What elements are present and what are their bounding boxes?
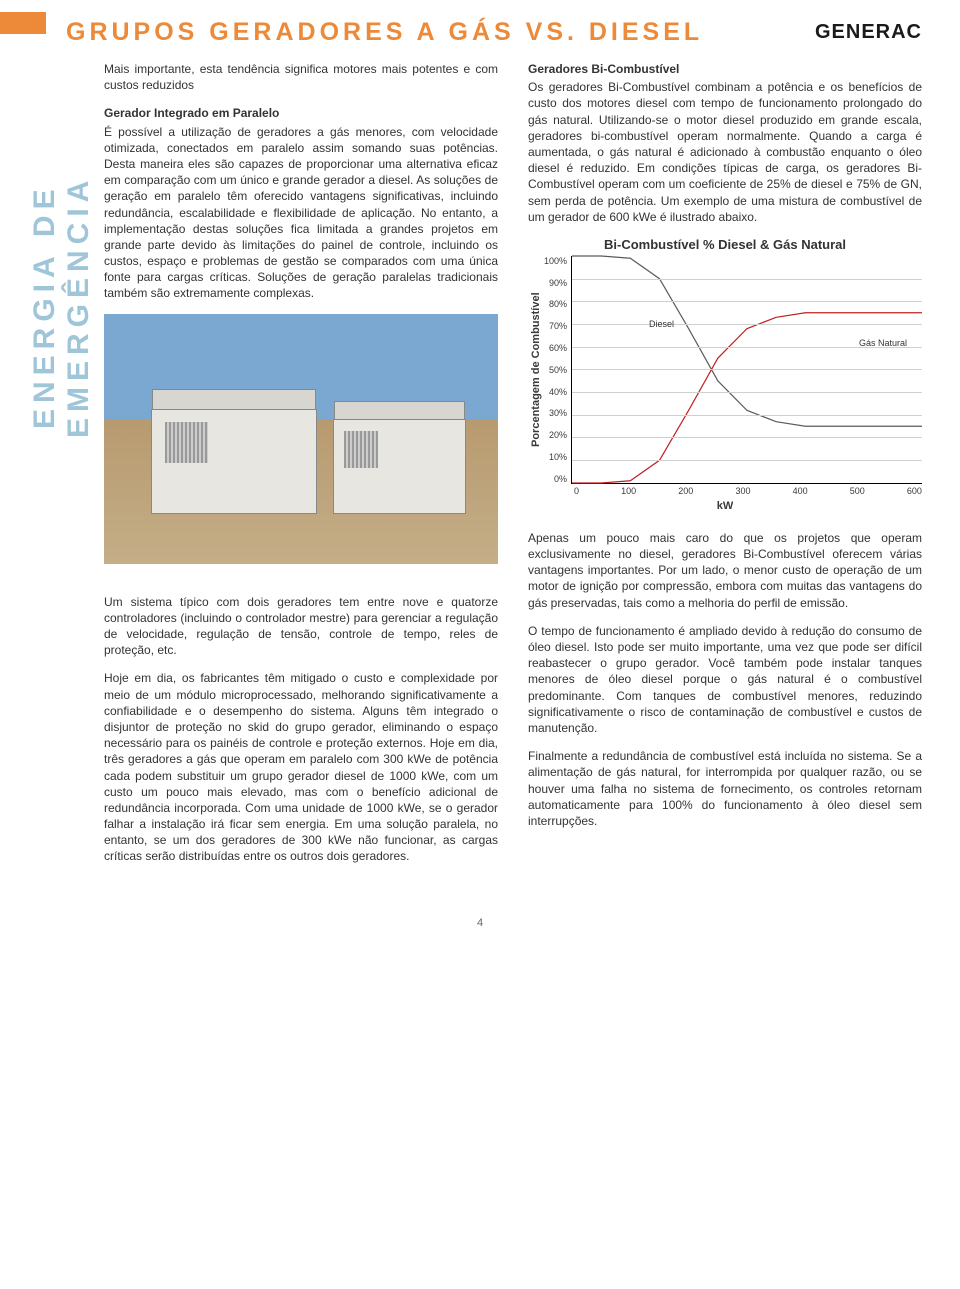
chart-xtick: 600: [907, 486, 922, 496]
chart-xtick: 0: [574, 486, 579, 496]
left-paragraph-3: Hoje em dia, os fabricantes têm mitigado…: [104, 670, 498, 864]
chart-ytick: 40%: [544, 387, 567, 397]
page-number: 4: [38, 917, 922, 929]
header: GRUPOS GERADORES A GÁS VS. DIESEL GENERA…: [38, 18, 922, 47]
vertical-section-label: ENERGIA DE EMERGÊNCIA: [28, 61, 96, 551]
chart-ytick: 100%: [544, 256, 567, 266]
chart-ytick: 90%: [544, 278, 567, 288]
chart-xtick: 500: [850, 486, 865, 496]
chart-ytick: 30%: [544, 408, 567, 418]
chart-yaxis: 100% 90% 80% 70% 60% 50% 40% 30% 20% 10% 0%: [544, 256, 571, 484]
chart-ylabel: Porcentagem de Combustível: [528, 256, 544, 484]
page-title: GRUPOS GERADORES A GÁS VS. DIESEL: [66, 18, 703, 47]
chart-gridline: [572, 415, 922, 416]
chart-ytick: 20%: [544, 430, 567, 440]
chart-xaxis: 0 100 200 300 400 500 600: [574, 486, 922, 496]
chart-xtick: 100: [621, 486, 636, 496]
chart-gridline: [572, 460, 922, 461]
subhead-bicombustivel: Geradores Bi-Combustível: [528, 61, 922, 77]
chart-ytick: 60%: [544, 343, 567, 353]
chart-xlabel: kW: [528, 500, 922, 512]
intro-text: Mais importante, esta tendência signific…: [104, 61, 498, 93]
right-paragraph-4: Finalmente a redundância de combustível …: [528, 748, 922, 829]
chart-xtick: 200: [678, 486, 693, 496]
chart-series-label: Diesel: [649, 319, 674, 329]
chart-title: Bi-Combustível % Diesel & Gás Natural: [528, 237, 922, 252]
chart-ytick: 70%: [544, 321, 567, 331]
chart-gridline: [572, 392, 922, 393]
left-column: Mais importante, esta tendência signific…: [104, 61, 498, 877]
chart-gridline: [572, 369, 922, 370]
left-paragraph-1: É possível a utilização de geradores a g…: [104, 124, 498, 302]
chart-gridline: [572, 301, 922, 302]
chart-container: Bi-Combustível % Diesel & Gás Natural Po…: [528, 237, 922, 512]
left-paragraph-2: Um sistema típico com dois geradores tem…: [104, 594, 498, 659]
subhead-gerador: Gerador Integrado em Paralelo: [104, 105, 498, 121]
orange-accent-box: [0, 12, 46, 34]
right-paragraph-3: O tempo de funcionamento é ampliado devi…: [528, 623, 922, 736]
right-column: Geradores Bi-Combustível Os geradores Bi…: [528, 61, 922, 877]
chart-ytick: 80%: [544, 299, 567, 309]
chart-ytick: 10%: [544, 452, 567, 462]
logo: GENERAC: [815, 21, 922, 44]
chart-xtick: 300: [735, 486, 750, 496]
chart-ytick: 50%: [544, 365, 567, 375]
chart-gridline: [572, 437, 922, 438]
right-paragraph-2: Apenas um pouco mais caro do que os proj…: [528, 530, 922, 611]
chart-series-label: Gás Natural: [859, 338, 907, 348]
right-paragraph-1: Os geradores Bi-Combustível combinam a p…: [528, 79, 922, 225]
chart-xtick: 400: [793, 486, 808, 496]
chart-plot-area: Diesel Gás Natural: [571, 256, 922, 484]
chart-ytick: 0%: [544, 474, 567, 484]
chart-gridline: [572, 324, 922, 325]
generator-photo: [104, 314, 498, 564]
chart-gridline: [572, 279, 922, 280]
